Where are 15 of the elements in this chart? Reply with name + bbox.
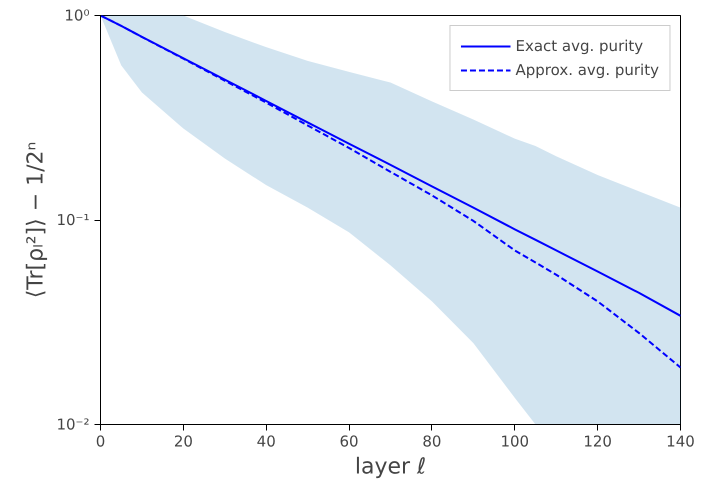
y-tick-label: 10⁰ [64, 6, 90, 24]
legend-label: Approx. avg. purity [515, 61, 659, 79]
legend-label: Exact avg. purity [515, 37, 644, 55]
x-tick-label: 100 [500, 432, 530, 450]
y-axis-title: ⟨Tr[ρₗ²]⟩ − 1/2ⁿ [23, 142, 48, 298]
x-tick-label: 60 [340, 432, 359, 450]
x-axis-title: layer ℓ [354, 454, 426, 480]
y-tick-label: 10⁻¹ [56, 211, 90, 229]
x-tick-label: 20 [174, 432, 193, 450]
y-tick-label: 10⁻² [56, 416, 90, 434]
x-tick-label: 40 [256, 432, 276, 450]
x-tick-label: 120 [583, 432, 612, 450]
x-tick-label: 0 [96, 432, 106, 450]
x-tick-label: 140 [666, 432, 695, 450]
x-tick-label: 80 [422, 432, 442, 450]
